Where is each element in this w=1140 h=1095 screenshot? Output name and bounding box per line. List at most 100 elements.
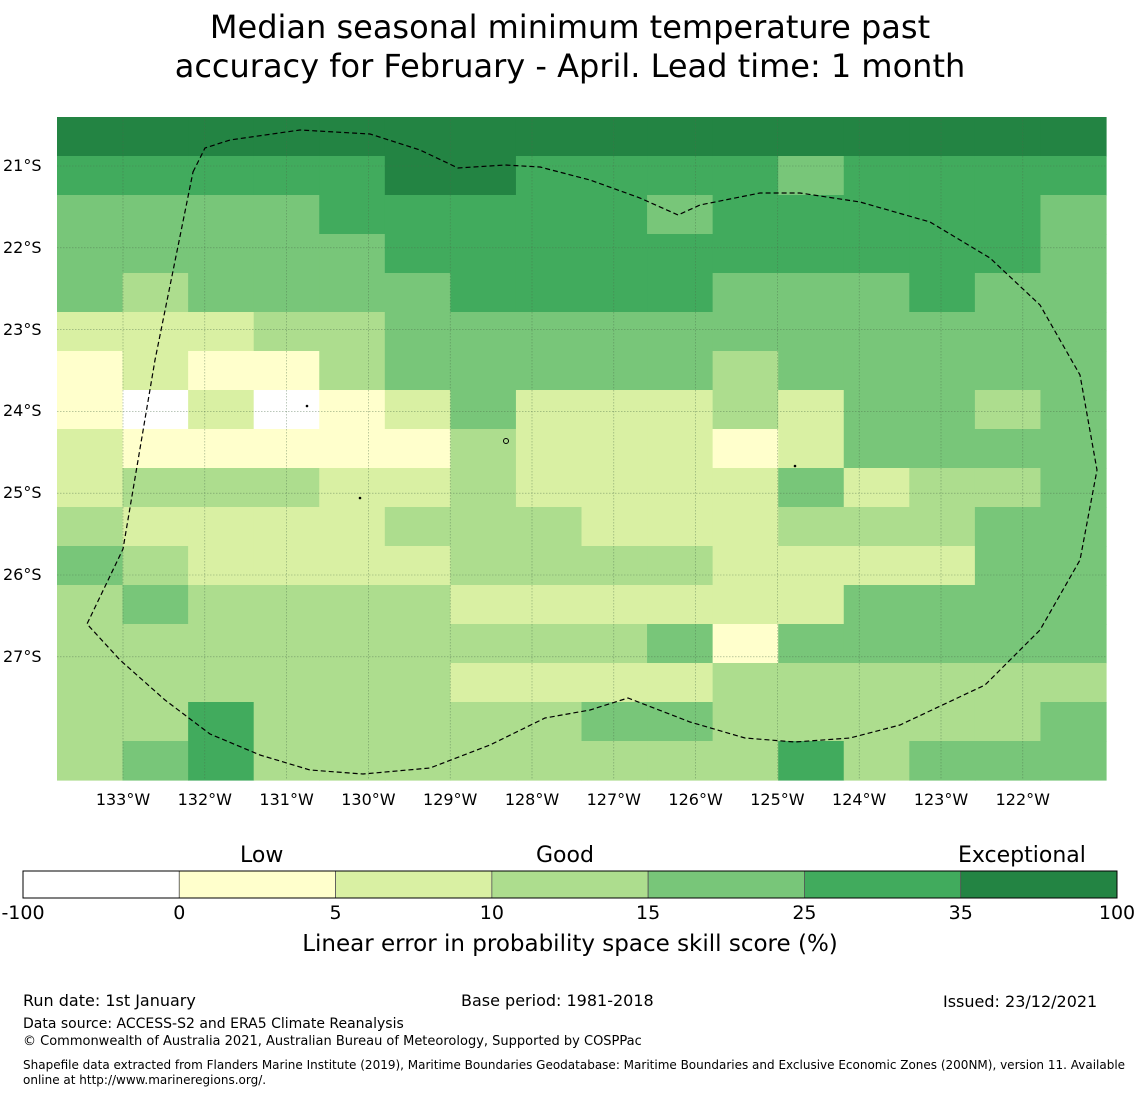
map-cell xyxy=(57,117,124,157)
map-cell xyxy=(515,624,583,664)
map-cell xyxy=(909,546,976,586)
map-cell xyxy=(778,702,845,742)
map-cell xyxy=(712,156,779,196)
map-cell xyxy=(778,585,845,625)
issued-date: Issued: 23/12/2021 xyxy=(943,992,1098,1011)
map-cell xyxy=(581,624,648,664)
longitude-label: 124°W xyxy=(832,790,887,809)
map-cell xyxy=(909,234,976,274)
map-cell xyxy=(384,429,451,469)
map-cell xyxy=(515,312,583,352)
map-cell xyxy=(909,507,976,547)
map-cell xyxy=(778,351,845,391)
map-cell xyxy=(57,702,124,742)
map-cell xyxy=(909,156,976,196)
map-cell xyxy=(843,234,910,274)
colorbar-segment xyxy=(178,870,336,899)
map-cell xyxy=(515,390,583,430)
map-cell xyxy=(319,663,386,703)
map-cell xyxy=(450,702,517,742)
map-cell xyxy=(974,624,1042,664)
longitude-label: 125°W xyxy=(750,790,805,809)
map-cell xyxy=(974,468,1042,508)
map-cell xyxy=(122,195,189,235)
map-cell xyxy=(778,429,845,469)
map-cell xyxy=(319,429,386,469)
island-marker xyxy=(793,464,797,468)
map-cell xyxy=(319,351,386,391)
map-cell xyxy=(122,312,189,352)
map-cell xyxy=(712,546,779,586)
map-cell xyxy=(712,429,779,469)
map-cell xyxy=(188,390,255,430)
map-cell xyxy=(188,429,255,469)
map-cell xyxy=(450,234,517,274)
map-cell xyxy=(450,273,517,313)
map-cell xyxy=(515,507,583,547)
map-cell xyxy=(909,741,976,781)
map-cell xyxy=(450,546,517,586)
map-cell xyxy=(974,741,1042,781)
map-cell xyxy=(188,546,255,586)
map-cell xyxy=(57,390,124,430)
map-cell xyxy=(778,234,845,274)
map-cell xyxy=(843,585,910,625)
map-cell xyxy=(515,195,583,235)
map-cell xyxy=(843,351,910,391)
map-cell xyxy=(1040,429,1107,469)
island-marker xyxy=(358,496,362,500)
map-cell xyxy=(515,273,583,313)
map-cell xyxy=(712,468,779,508)
longitude-label: 123°W xyxy=(913,790,969,809)
map-cell xyxy=(843,546,910,586)
map-cell xyxy=(319,312,386,352)
map-cell xyxy=(188,507,255,547)
longitude-label: 126°W xyxy=(668,790,723,809)
chart-title-line-2: accuracy for February - April. Lead time… xyxy=(174,47,966,85)
colorbar-tick-label: 0 xyxy=(173,902,186,924)
map-cell xyxy=(843,624,910,664)
map-cell xyxy=(1040,234,1107,274)
data-source: Data source: ACCESS-S2 and ERA5 Climate … xyxy=(23,1016,404,1032)
map-cell xyxy=(57,195,124,235)
map-cell xyxy=(450,117,517,157)
map-cell xyxy=(974,273,1042,313)
map-cell xyxy=(647,585,714,625)
map-cell xyxy=(450,624,517,664)
map-cell xyxy=(974,156,1042,196)
shapefile-credit: Shapefile data extracted from Flanders M… xyxy=(23,1058,1126,1087)
map-cell xyxy=(122,234,189,274)
map-cell xyxy=(647,663,714,703)
map-cell xyxy=(188,702,255,742)
map-cell xyxy=(974,195,1042,235)
map-cell xyxy=(319,741,386,781)
map-cell xyxy=(122,663,189,703)
map-cell xyxy=(843,741,910,781)
map-cell xyxy=(122,156,189,196)
map-cell xyxy=(319,624,386,664)
map-cell xyxy=(384,702,451,742)
map-cell xyxy=(712,507,779,547)
map-cell xyxy=(188,117,255,157)
map-cell xyxy=(843,273,910,313)
map-cell xyxy=(384,507,451,547)
island-markers xyxy=(305,404,797,500)
map-cell xyxy=(188,234,255,274)
map-cell xyxy=(57,624,124,664)
map-cell xyxy=(712,585,779,625)
colorbar-tick-label: -100 xyxy=(1,902,45,924)
map-cell xyxy=(647,390,714,430)
map-cell xyxy=(384,468,451,508)
map-cell xyxy=(581,312,648,352)
map-cell xyxy=(909,195,976,235)
map-cell xyxy=(843,663,910,703)
map-cell xyxy=(1040,390,1107,430)
legend-category-low: Low xyxy=(240,843,284,868)
map-cell xyxy=(384,546,451,586)
map-cell xyxy=(384,312,451,352)
map-cell xyxy=(188,312,255,352)
map-cell xyxy=(122,273,189,313)
map-cell xyxy=(122,702,189,742)
map-cell xyxy=(384,663,451,703)
map-cell xyxy=(909,390,976,430)
